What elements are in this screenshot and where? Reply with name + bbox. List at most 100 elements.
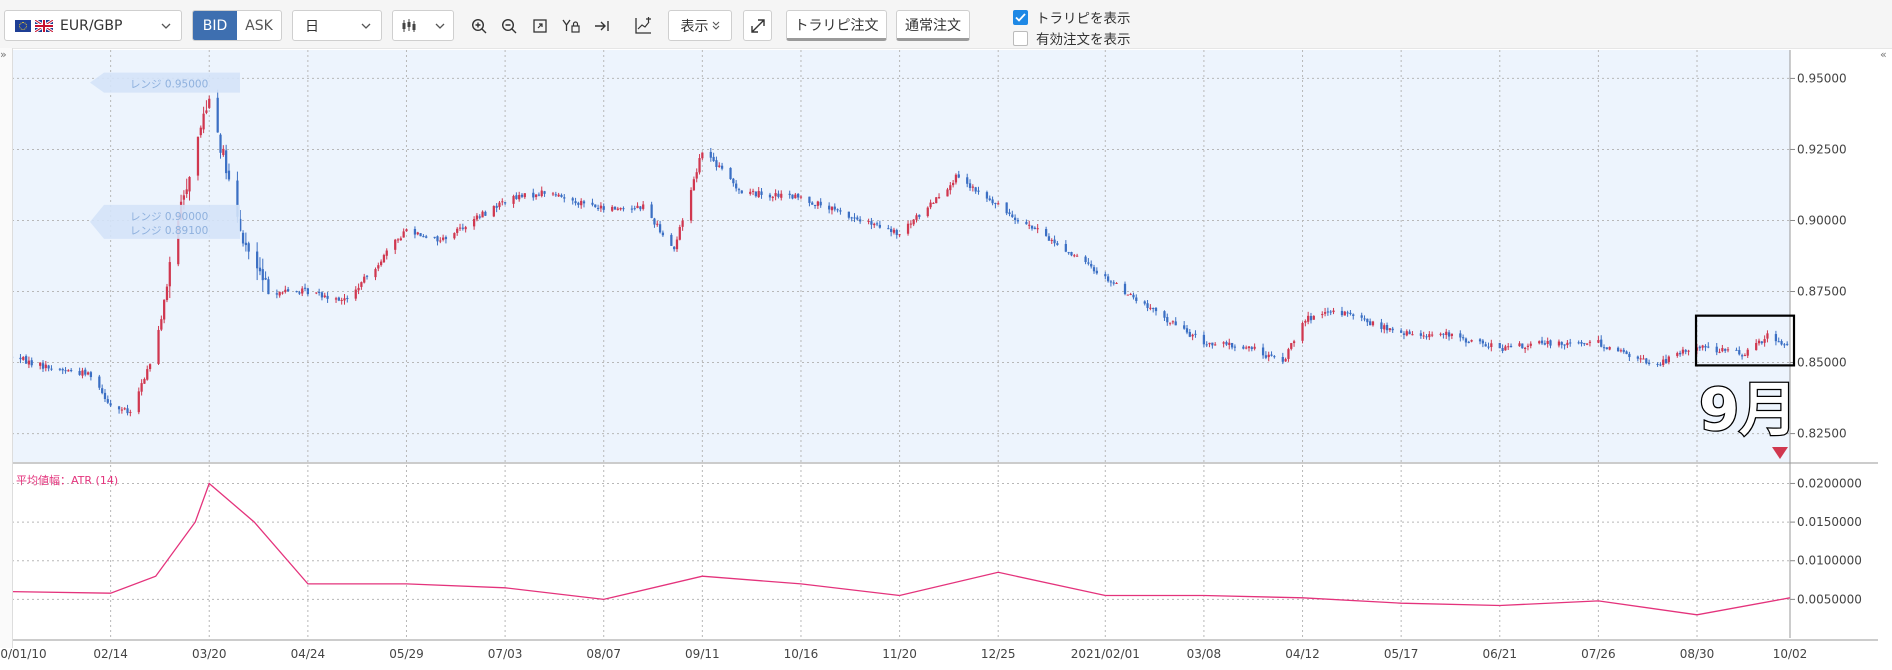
candle-body	[658, 224, 662, 233]
ask-button[interactable]: ASK	[245, 17, 273, 34]
candle-body	[1301, 322, 1304, 341]
x-tick-label: 04/24	[291, 647, 326, 661]
arrow-right-bar-icon	[594, 18, 610, 34]
candle-body	[1123, 283, 1127, 295]
candle-body	[1346, 312, 1349, 314]
zoom-in-button[interactable]	[464, 10, 493, 41]
candle-body	[1343, 311, 1346, 316]
candle-body	[630, 208, 634, 210]
candle-body	[966, 177, 969, 184]
candle-body	[1422, 335, 1425, 337]
candle-body	[1766, 333, 1769, 339]
candle-body	[870, 221, 873, 225]
candle-body	[1273, 356, 1276, 358]
show-trailing-checkbox[interactable]: トラリピを表示	[1013, 7, 1131, 27]
candle-body	[103, 392, 107, 399]
candle-body	[1588, 341, 1592, 343]
jump-to-latest-button[interactable]	[587, 10, 616, 41]
candle-body	[137, 391, 140, 413]
candle-body	[768, 194, 772, 198]
candle-body	[673, 246, 676, 250]
candle-body	[402, 231, 405, 238]
candle-body	[320, 292, 324, 298]
x-tick-label: 2020/01/10	[0, 647, 47, 661]
fit-button[interactable]	[525, 10, 554, 41]
y-axis-lock-button[interactable]	[556, 10, 585, 41]
price-y-tick-label: 0.82500	[1797, 427, 1847, 441]
candle-body	[1419, 333, 1423, 336]
candle-body	[377, 265, 380, 269]
chart-type-select[interactable]	[392, 10, 454, 41]
candle-body	[1174, 321, 1177, 326]
candle-body	[856, 217, 859, 220]
candle-body	[301, 288, 304, 294]
candle-body	[1366, 318, 1369, 323]
x-tick-label: 06/21	[1482, 647, 1517, 661]
fit-screen-icon	[532, 18, 548, 34]
candle-body	[1718, 351, 1721, 353]
candle-body	[1168, 322, 1172, 324]
candle-body	[1371, 321, 1375, 326]
candle-body	[1183, 325, 1186, 329]
checkbox-unchecked-icon	[1013, 30, 1028, 46]
chevron-down-icon	[361, 23, 371, 29]
candle-body	[616, 208, 619, 210]
show-valid-orders-checkbox[interactable]: 有効注文を表示	[1013, 28, 1131, 48]
candle-body	[1281, 357, 1284, 362]
candle-body	[515, 195, 518, 199]
candle-body	[89, 372, 93, 378]
candle-body	[1760, 341, 1763, 344]
candle-body	[382, 255, 386, 263]
display-menu-button[interactable]: 表示	[668, 10, 732, 41]
candle-body	[453, 233, 456, 239]
candle-body	[1135, 297, 1138, 302]
atr-layer: 平均値幅：ATR (14)	[11, 474, 1791, 616]
candle-body	[109, 403, 112, 406]
candle-body	[1104, 274, 1107, 277]
candle-body	[937, 197, 941, 199]
candle-body	[1774, 334, 1778, 342]
normal-order-button[interactable]: 通常注文	[896, 10, 970, 41]
candle-body	[715, 160, 718, 168]
candle-body	[1025, 221, 1028, 225]
period-select[interactable]: 日	[292, 10, 382, 41]
candle-body	[444, 237, 448, 240]
right-collapse-bar[interactable]: «	[1878, 48, 1892, 648]
bid-button[interactable]: BID	[193, 11, 237, 40]
trailing-order-button[interactable]: トラリピ注文	[786, 10, 887, 41]
x-tick-label: 10/16	[784, 647, 819, 661]
candle-body	[343, 298, 346, 301]
add-indicator-button[interactable]	[628, 10, 657, 41]
candle-body	[1490, 343, 1493, 348]
candle-body	[503, 202, 507, 204]
candle-body	[1715, 346, 1718, 353]
candle-body	[954, 174, 958, 183]
zoom-out-button[interactable]	[494, 10, 523, 41]
candle-body	[532, 192, 535, 198]
candle-body	[216, 97, 219, 133]
left-collapse-bar[interactable]: »	[0, 48, 13, 648]
candle-body	[1509, 345, 1513, 348]
symbol-select[interactable]: EUR/GBP	[4, 10, 182, 41]
candle-body	[1166, 317, 1169, 323]
candle-body	[935, 197, 938, 204]
candle-body	[1600, 339, 1603, 347]
zoom-out-icon	[501, 18, 517, 34]
candle-body	[1687, 350, 1690, 352]
x-tick-label: 11/20	[882, 647, 917, 661]
candle-body	[1005, 202, 1008, 214]
show-trailing-label: トラリピを表示	[1036, 11, 1131, 27]
candle-body	[1667, 356, 1670, 363]
candle-body	[123, 408, 126, 410]
candle-body	[1585, 343, 1589, 345]
candle-body	[994, 202, 997, 205]
candle-body	[518, 194, 521, 200]
fullscreen-button[interactable]	[743, 10, 772, 41]
candle-body	[1543, 343, 1546, 345]
candle-body	[261, 269, 264, 281]
candle-body	[106, 399, 109, 403]
candle-body	[808, 196, 811, 203]
candle-body	[1388, 328, 1392, 331]
candle-body	[512, 195, 515, 204]
